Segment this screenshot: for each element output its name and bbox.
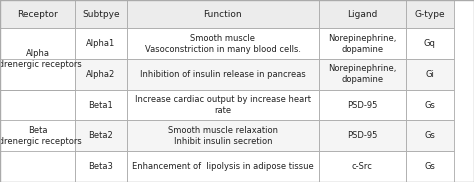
Bar (75, 90, 127, 120)
Bar (127, 0, 319, 28)
Text: Gs: Gs (425, 101, 435, 110)
Text: Beta1: Beta1 (89, 101, 113, 110)
Bar (406, 90, 454, 120)
Text: Beta
Adrenergic receptors: Beta Adrenergic receptors (0, 126, 82, 146)
Text: Alpha1: Alpha1 (86, 39, 116, 48)
Bar (75, 151, 127, 182)
Text: PSD-95: PSD-95 (347, 101, 377, 110)
Text: Gs: Gs (425, 162, 435, 171)
Bar (406, 120, 454, 151)
Text: Increase cardiac output by increase heart
rate: Increase cardiac output by increase hear… (135, 95, 311, 115)
Bar (127, 120, 319, 151)
Text: Enhancement of  lipolysis in adipose tissue: Enhancement of lipolysis in adipose tiss… (132, 162, 314, 171)
Text: G-type: G-type (415, 10, 445, 19)
Bar (406, 0, 454, 28)
Text: Smooth muscle relaxation
Inhibit insulin secretion: Smooth muscle relaxation Inhibit insulin… (168, 126, 278, 146)
Bar (127, 59, 319, 90)
Text: Norepinephrine,
dopamine: Norepinephrine, dopamine (328, 64, 396, 84)
Bar (75, 28, 127, 59)
Text: Beta3: Beta3 (89, 162, 113, 171)
Text: Receptor: Receptor (17, 10, 58, 19)
Bar (75, 59, 127, 90)
Text: Gq: Gq (424, 39, 436, 48)
Bar (319, 90, 406, 120)
Bar (0, 90, 75, 182)
Text: Ligand: Ligand (347, 10, 377, 19)
Text: Smooth muscle
Vasoconstriction in many blood cells.: Smooth muscle Vasoconstriction in many b… (145, 33, 301, 54)
Bar (319, 151, 406, 182)
Text: Inhibition of insulin release in pancreas: Inhibition of insulin release in pancrea… (140, 70, 306, 79)
Text: Beta2: Beta2 (89, 131, 113, 140)
Bar (75, 0, 127, 28)
Text: Subtpye: Subtpye (82, 10, 120, 19)
Bar (0, 0, 75, 28)
Bar (319, 59, 406, 90)
Bar (75, 120, 127, 151)
Text: Norepinephrine,
dopamine: Norepinephrine, dopamine (328, 33, 396, 54)
Text: PSD-95: PSD-95 (347, 131, 377, 140)
Bar (319, 0, 406, 28)
Bar (406, 151, 454, 182)
Text: Function: Function (203, 10, 242, 19)
Text: Alpha2: Alpha2 (86, 70, 116, 79)
Text: Alpha
Adrenergic receptors: Alpha Adrenergic receptors (0, 49, 82, 69)
Bar (127, 28, 319, 59)
Bar (0, 28, 75, 90)
Bar (319, 28, 406, 59)
Text: Gs: Gs (425, 131, 435, 140)
Bar (406, 28, 454, 59)
Text: Gi: Gi (426, 70, 434, 79)
Bar (406, 59, 454, 90)
Text: c-Src: c-Src (352, 162, 373, 171)
Bar (319, 120, 406, 151)
Bar (127, 90, 319, 120)
Bar (127, 151, 319, 182)
